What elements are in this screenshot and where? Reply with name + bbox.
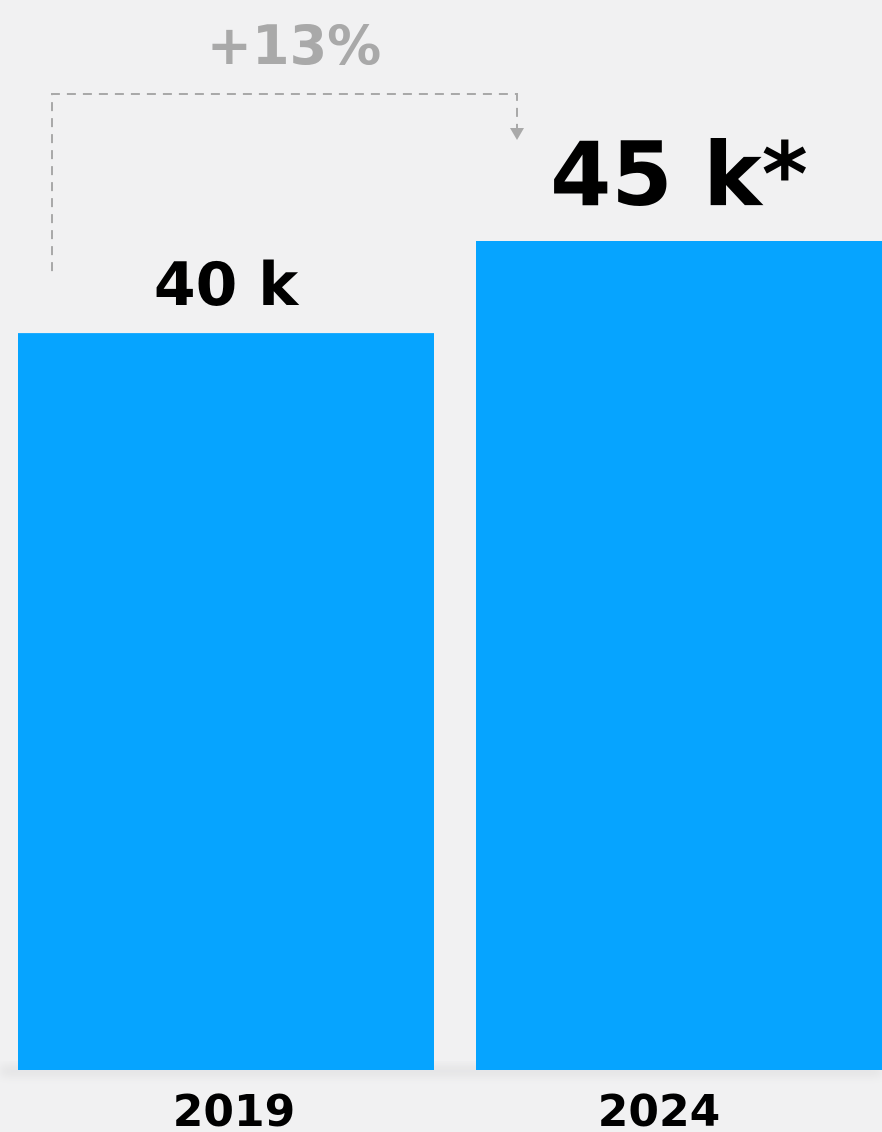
data-label-2019: 40 k [154, 250, 300, 320]
baseline-shadow [0, 1066, 882, 1076]
bar-2024 [476, 241, 882, 1070]
data-label-2024: 45 k* [550, 123, 808, 226]
category-label-2019: 2019 [173, 1086, 295, 1132]
category-label-2024: 2024 [598, 1086, 720, 1132]
change-connector [51, 93, 518, 272]
percent-change-label: +13% [207, 14, 382, 77]
arrowhead-down-icon [510, 128, 524, 140]
bar-2019 [18, 333, 434, 1071]
